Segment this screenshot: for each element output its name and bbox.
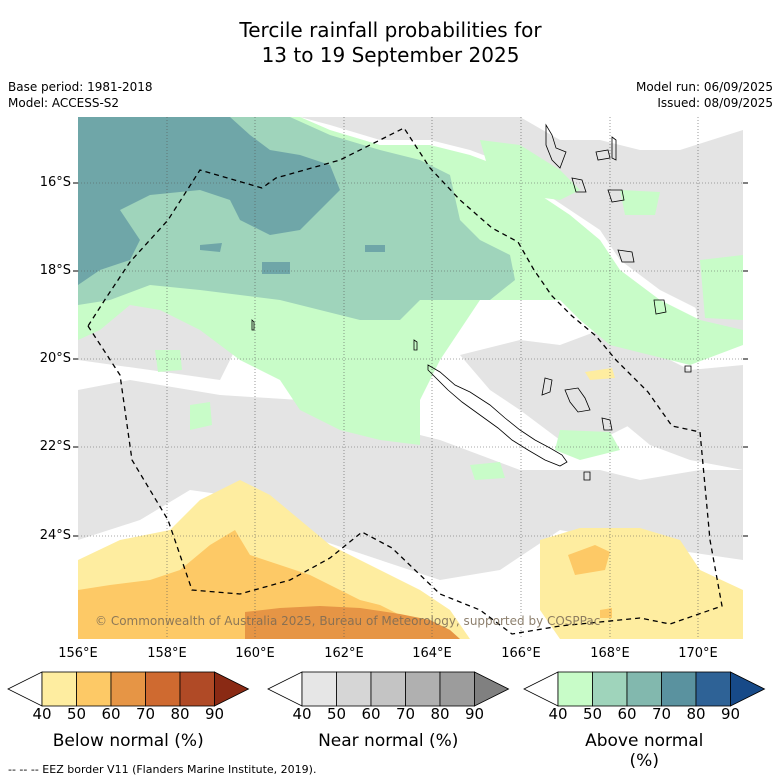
lon-label-168e: 168°E [590,646,630,661]
base-info: Base period: 1981-2018 Model: ACCESS-S2 [8,79,153,111]
model-run: Model run: 06/09/2025 [635,80,773,94]
colorbar-segment [76,671,112,707]
colorbar-segment [41,671,77,707]
colorbar-segment [145,671,181,707]
lat-label-20s: 20°S [39,351,71,366]
axis-ticks [73,182,748,537]
colorbar-min-extend [523,671,559,707]
eez-footnote: -- -- -- EEZ border V11 (Flanders Marine… [8,763,317,776]
eez-border [87,127,723,635]
colorbar-title: Below normal (%) [52,731,204,751]
colorbar-tick-label: 70 [395,705,416,723]
colorbar-max-extend [474,671,510,707]
colorbar-segment [179,671,215,707]
colorbar-tick-label: 70 [135,705,156,723]
colorbar-segment [110,671,146,707]
colorbar-segment [592,671,628,707]
colorbar-title: Above normal (%) [585,731,704,771]
colorbar-segment [695,671,731,707]
probability-map [78,117,743,639]
lat-label-16s: 16°S [39,175,71,190]
lon-label-170e: 170°E [678,646,718,661]
coastlines [251,123,692,481]
colorbar-tick-label: 50 [326,705,347,723]
issued-date: Issued: 08/09/2025 [657,96,773,110]
colorbar-segment [557,671,593,707]
colorbar-tick-label: 60 [361,705,381,723]
colorbar-tick-label: 90 [464,705,485,723]
lon-label-160e: 160°E [235,646,275,661]
colorbar-tick-label: 60 [617,705,637,723]
lon-label-164e: 164°E [412,646,452,661]
colorbar-segment [626,671,662,707]
lon-label-166e: 166°E [501,646,541,661]
colorbar-1 [267,671,510,707]
colorbar-tick-label: 80 [170,705,190,723]
copyright-notice: © Commonwealth of Australia 2025, Bureau… [95,614,601,628]
colorbar-segment [370,671,406,707]
colorbar-tick-label: 60 [101,705,121,723]
colorbar-tick-label: 90 [720,705,741,723]
lon-label-156e: 156°E [58,646,98,661]
colorbar-tick-label: 80 [430,705,450,723]
lat-label-18s: 18°S [39,263,71,278]
colorbar-min-extend [267,671,303,707]
colorbar-tick-label: 40 [548,705,568,723]
lat-label-24s: 24°S [39,528,71,543]
colorbar-segment [405,671,441,707]
colorbar-segment [301,671,337,707]
colorbar-tick-label: 70 [651,705,672,723]
colorbar-tick-label: 90 [204,705,225,723]
model-name: Model: ACCESS-S2 [8,96,120,110]
colorbar-title: Near normal (%) [318,731,459,751]
colorbar-tick-label: 50 [66,705,87,723]
map-title: Tercile rainfall probabilities for 13 to… [239,18,542,67]
colorbar-tick-label: 80 [686,705,706,723]
colorbars [7,671,766,707]
colorbar-min-extend [7,671,43,707]
colorbar-2 [523,671,766,707]
colorbar-max-extend [214,671,250,707]
graticule [78,117,743,639]
lon-label-158e: 158°E [147,646,187,661]
colorbar-segment [439,671,475,707]
colorbar-tick-label: 50 [582,705,603,723]
below-normal-70-regions [245,606,460,639]
colorbar-segment [336,671,372,707]
colorbar-segment [661,671,697,707]
lat-label-22s: 22°S [39,439,71,454]
colorbar-0 [7,671,250,707]
lon-label-162e: 162°E [324,646,364,661]
run-info: Model run: 06/09/2025 Issued: 08/09/2025 [636,79,773,111]
colorbar-max-extend [730,671,766,707]
base-period: Base period: 1981-2018 [8,80,153,94]
colorbar-tick-label: 40 [292,705,312,723]
colorbar-tick-label: 40 [32,705,52,723]
